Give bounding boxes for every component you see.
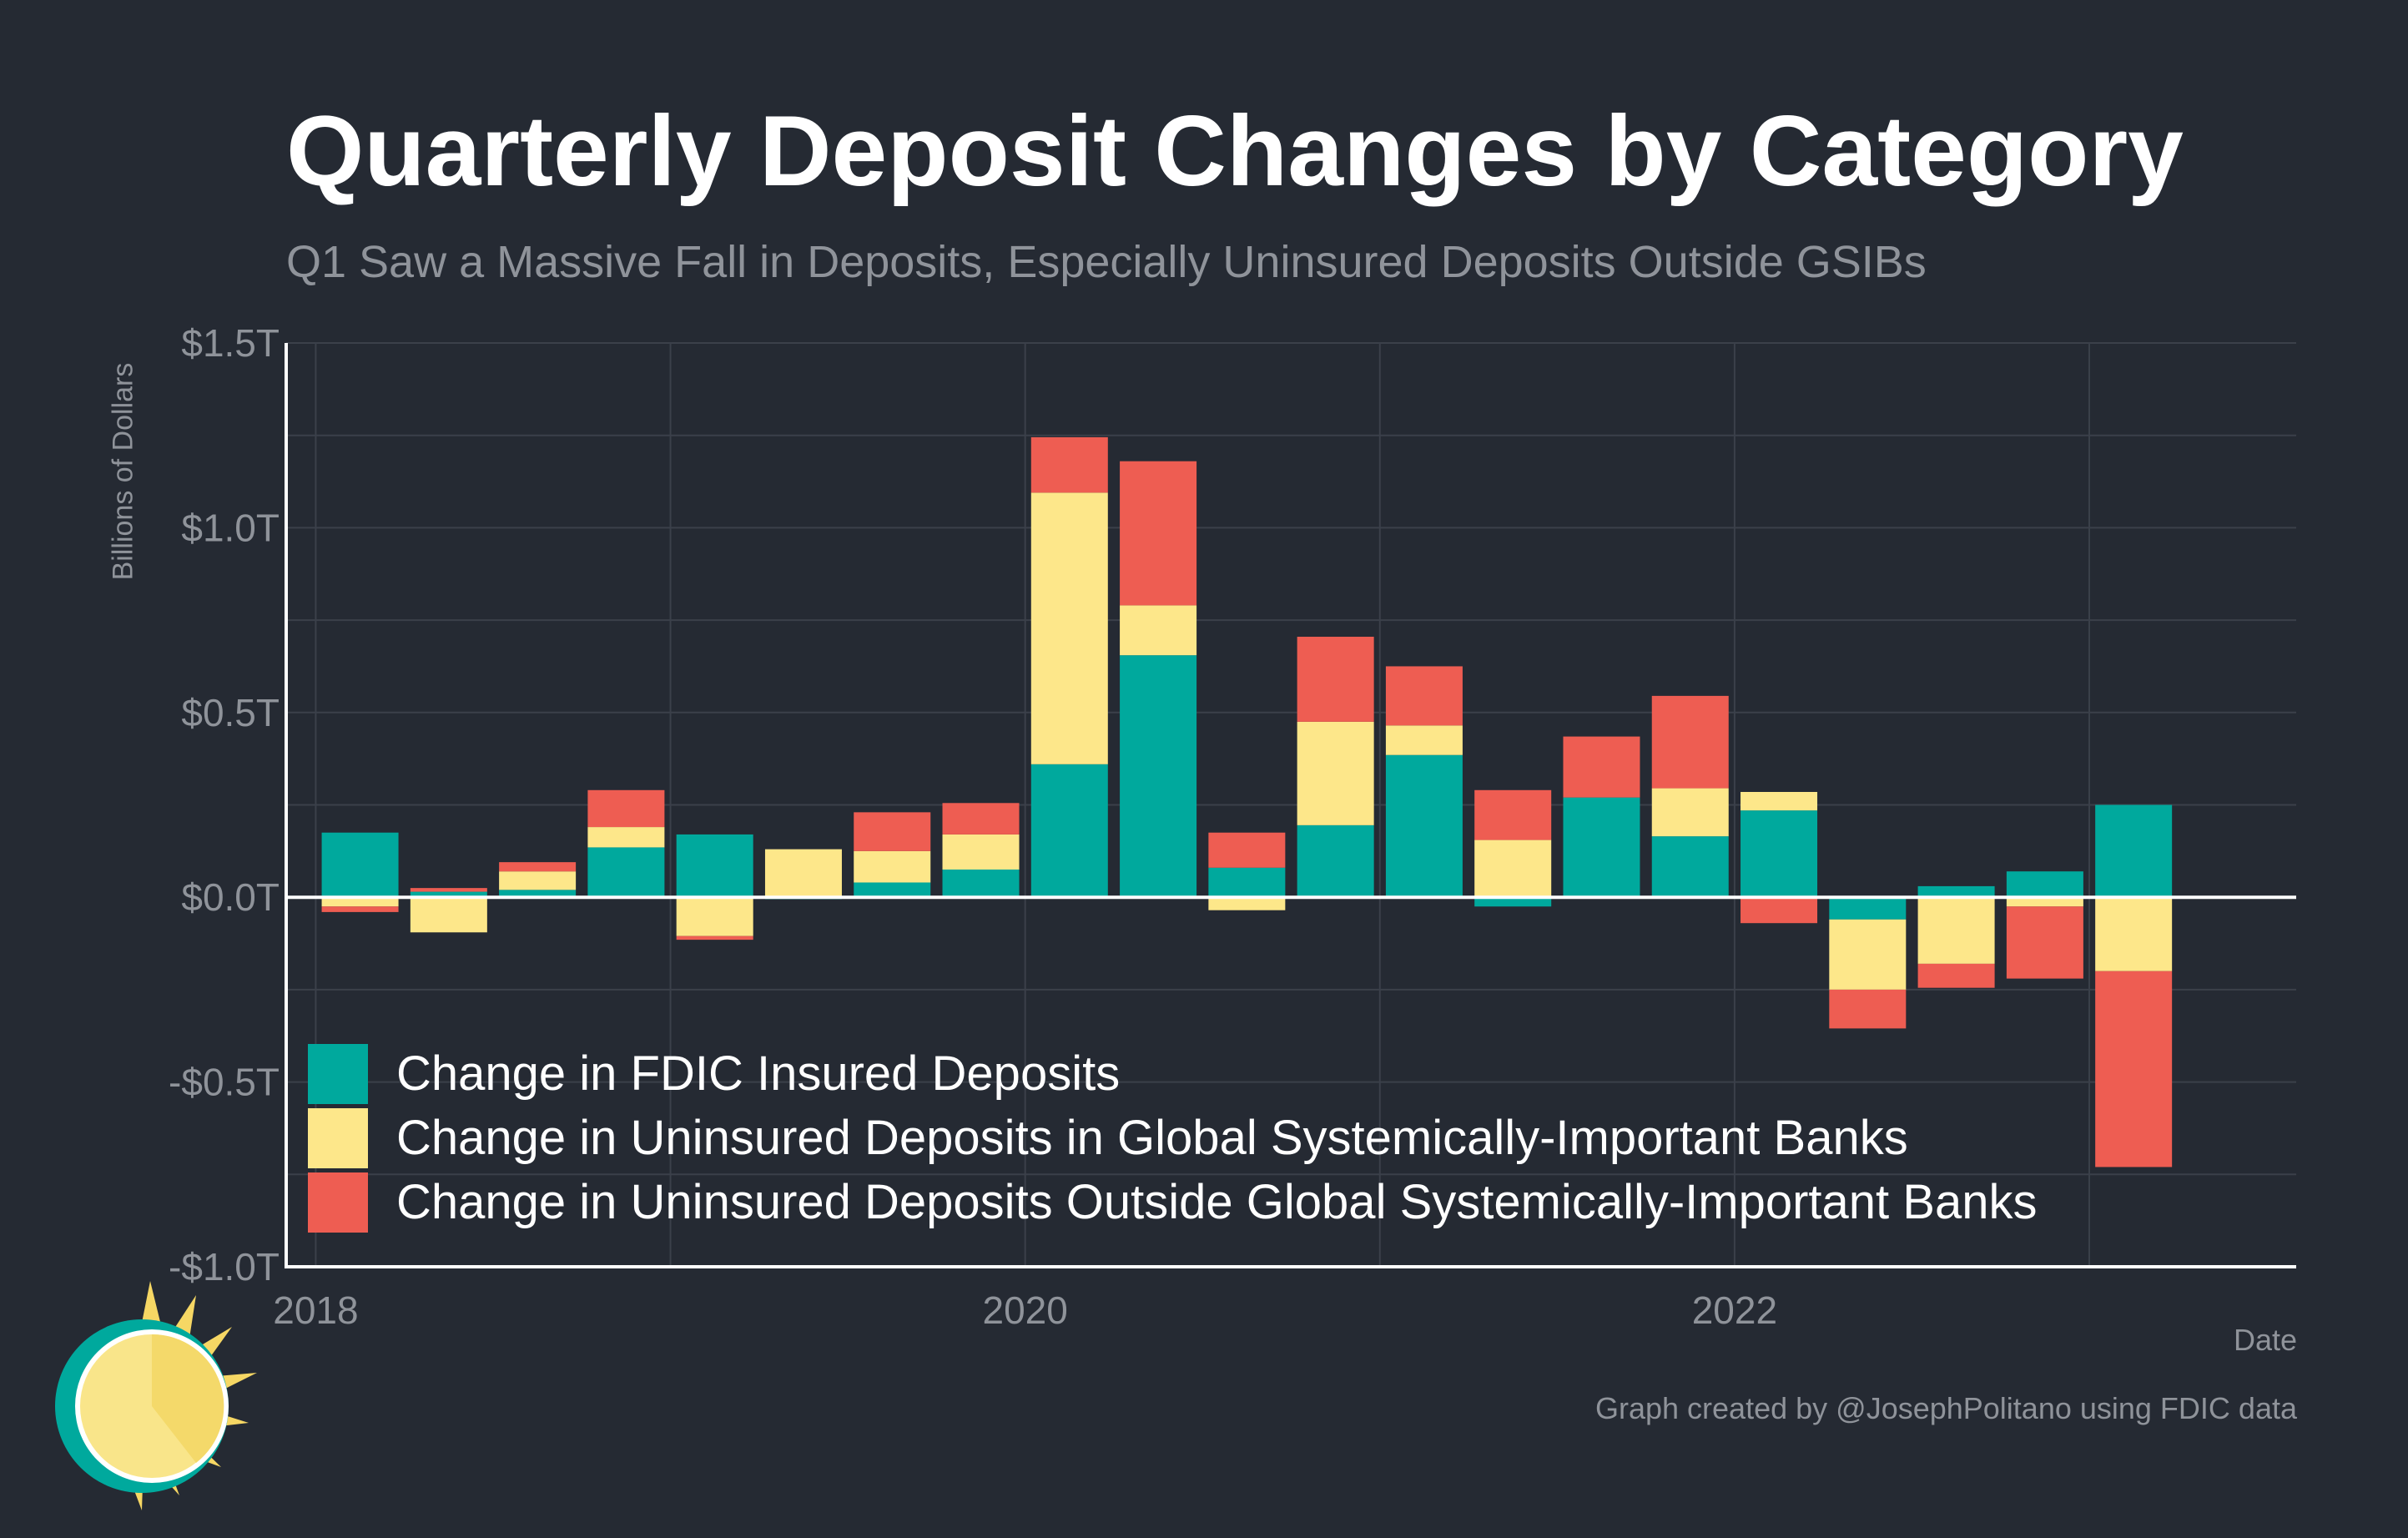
bar-2021-Q1-series-0 [1385, 754, 1463, 898]
bar-2023-Q1-series-1 [2095, 897, 2173, 971]
legend-swatch-gsib [308, 1107, 368, 1168]
bar-2018-Q4-series-2 [587, 789, 665, 828]
bar-2022-Q3-series-2 [1917, 963, 1995, 988]
bar-2019-Q1-series-2 [676, 935, 753, 940]
y-tick-label: $0.0T [181, 875, 280, 919]
sun-logo-icon [55, 1281, 257, 1510]
bar-2020-Q4-series-2 [1297, 637, 1374, 722]
bar-2021-Q2-series-0 [1474, 897, 1552, 907]
bar-2018-Q3-series-2 [499, 862, 577, 872]
legend-item-insured: Change in FDIC Insured Deposits [308, 1041, 2037, 1106]
bar-2020-Q3-series-2 [1208, 832, 1286, 868]
chart-subtitle: Q1 Saw a Massive Fall in Deposits, Espec… [286, 237, 1927, 287]
chart-title: Quarterly Deposit Changes by Category [286, 95, 2184, 207]
bar-2018-Q1-series-0 [321, 832, 399, 898]
axes [285, 343, 2296, 1268]
bar-2021-Q4-series-2 [1651, 695, 1729, 789]
bar-2021-Q2-series-1 [1474, 840, 1552, 898]
bar-2022-Q4-series-2 [2006, 906, 2083, 979]
bar-2021-Q1-series-2 [1385, 666, 1463, 726]
bar-2020-Q3-series-1 [1208, 897, 1286, 910]
source-caption: Graph created by @JosephPolitano using F… [1594, 1391, 2297, 1425]
bar-2019-Q3-series-0 [854, 882, 931, 898]
bar-2022-Q2-series-2 [1829, 989, 1907, 1029]
y-tick-label: -$1.0T [169, 1245, 280, 1288]
bar-2022-Q1-series-1 [1741, 792, 1818, 811]
bars [321, 436, 2173, 1167]
y-tick-label: $1.5T [181, 321, 280, 365]
bar-2018-Q3-series-1 [499, 871, 577, 890]
bar-2019-Q1-series-0 [676, 834, 753, 898]
y-tick-label: $0.5T [181, 691, 280, 734]
bar-2020-Q2-series-2 [1120, 461, 1197, 606]
bar-2022-Q2-series-0 [1829, 897, 1907, 920]
bar-2019-Q2-series-1 [764, 849, 842, 898]
bar-2022-Q4-series-1 [2006, 897, 2083, 907]
bar-2021-Q2-series-2 [1474, 789, 1552, 840]
legend-label-gsib: Change in Uninsured Deposits in Global S… [396, 1111, 1908, 1165]
bar-2020-Q1-series-1 [1030, 492, 1108, 764]
bar-2020-Q1-series-2 [1030, 436, 1108, 493]
bar-2019-Q3-series-1 [854, 850, 931, 883]
bar-2021-Q4-series-1 [1651, 788, 1729, 837]
bar-2021-Q3-series-0 [1563, 797, 1640, 898]
bar-2020-Q4-series-1 [1297, 721, 1374, 825]
y-tick-label: $1.0T [181, 506, 280, 549]
bar-2018-Q3-series-0 [499, 890, 577, 898]
x-tick-label: 2022 [1692, 1288, 1777, 1332]
bar-2022-Q3-series-1 [1917, 897, 1995, 964]
bar-2023-Q1-series-0 [2095, 804, 2173, 898]
x-tick-label: 2018 [273, 1288, 358, 1332]
bar-2019-Q1-series-1 [676, 897, 753, 936]
legend-item-gsib: Change in Uninsured Deposits in Global S… [308, 1106, 2037, 1170]
bar-2022-Q1-series-0 [1741, 810, 1818, 898]
bar-2022-Q2-series-1 [1829, 919, 1907, 990]
bar-2022-Q4-series-0 [2006, 871, 2083, 898]
bar-2019-Q4-series-1 [942, 834, 1020, 870]
bar-2022-Q1-series-2 [1741, 897, 1818, 924]
legend-label-insured: Change in FDIC Insured Deposits [396, 1046, 1121, 1101]
bar-2018-Q2-series-2 [410, 888, 487, 892]
bar-2018-Q1-series-1 [321, 897, 399, 907]
bar-2021-Q4-series-0 [1651, 836, 1729, 898]
bar-2019-Q4-series-0 [942, 869, 1020, 898]
bar-2019-Q3-series-2 [854, 812, 931, 851]
bar-2018-Q4-series-1 [587, 827, 665, 848]
x-tick-label: 2020 [982, 1288, 1067, 1332]
legend-item-non-gsib: Change in Uninsured Deposits Outside Glo… [308, 1170, 2037, 1234]
bar-2018-Q1-series-2 [321, 906, 399, 912]
legend-label-non-gsib: Change in Uninsured Deposits Outside Glo… [396, 1175, 2038, 1229]
bar-2020-Q4-series-0 [1297, 824, 1374, 898]
bar-2022-Q3-series-0 [1917, 885, 1995, 898]
bar-2018-Q2-series-0 [410, 891, 487, 898]
legend: Change in FDIC Insured Deposits Change i… [308, 1041, 2037, 1234]
bar-2020-Q2-series-0 [1120, 655, 1197, 898]
bar-2018-Q2-series-1 [410, 897, 487, 933]
bar-2021-Q3-series-2 [1563, 736, 1640, 798]
bar-2018-Q4-series-0 [587, 847, 665, 898]
bar-2020-Q2-series-1 [1120, 605, 1197, 656]
bar-2021-Q1-series-1 [1385, 725, 1463, 755]
x-axis-label: Date [2233, 1323, 2297, 1357]
bar-2023-Q1-series-2 [2095, 971, 2173, 1167]
bar-2020-Q3-series-0 [1208, 867, 1286, 898]
legend-swatch-non-gsib [308, 1172, 368, 1233]
legend-swatch-insured [308, 1043, 368, 1104]
y-tick-label: -$0.5T [169, 1061, 280, 1104]
bar-2020-Q1-series-0 [1030, 764, 1108, 898]
bar-2019-Q4-series-2 [942, 803, 1020, 835]
